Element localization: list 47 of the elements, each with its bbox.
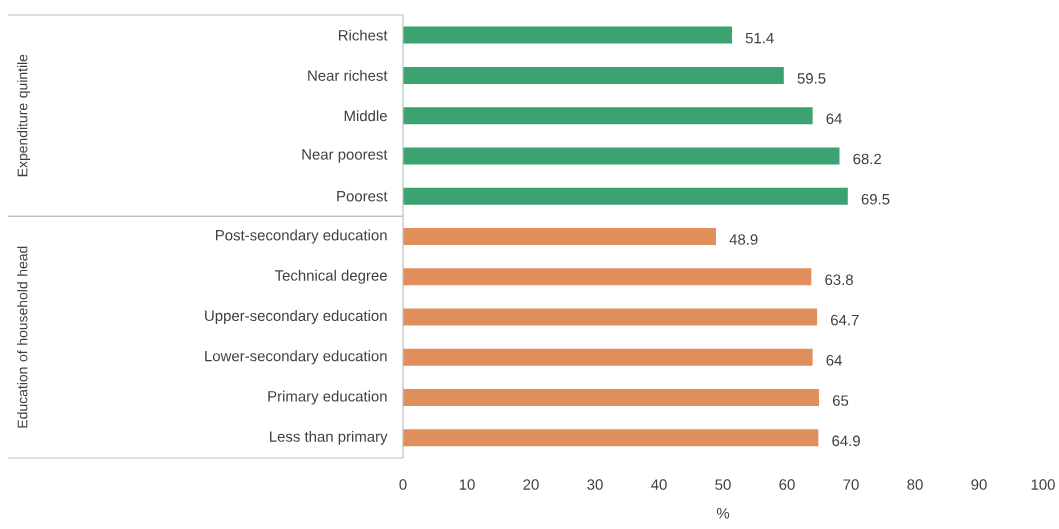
y-tick-label: Middle: [344, 110, 387, 122]
x-tick-label: 20: [523, 479, 539, 490]
x-tick-label: 10: [459, 479, 475, 490]
bar: [403, 66, 784, 84]
x-tick-label: 40: [651, 479, 667, 490]
data-label: 68.2: [853, 153, 881, 165]
data-label: 64: [826, 355, 842, 366]
y-tick-label: Poorest: [337, 191, 388, 202]
y-tick-label: Near poorest: [302, 149, 388, 163]
x-tick-label: 100: [1031, 479, 1055, 490]
x-tick-label: 90: [971, 479, 987, 490]
y-tick-label: Upper-secondary education: [205, 310, 387, 324]
bar: [403, 227, 716, 245]
data-label: 65: [832, 395, 849, 406]
x-tick-label: 50: [715, 479, 731, 490]
x-tick-label: 0: [399, 479, 407, 490]
x-tick-label: 30: [587, 479, 603, 490]
text: Education of household head: [17, 246, 28, 428]
data-label: 48.9: [729, 234, 758, 245]
data-label: 69.5: [861, 193, 890, 205]
x-axis-title: %: [716, 508, 730, 519]
y-tick-label: Post-secondary education: [216, 229, 387, 244]
bar: [403, 187, 848, 205]
x-tick-label: 70: [843, 479, 859, 490]
data-label: 64.9: [832, 435, 860, 447]
bar: [403, 389, 820, 407]
bar: [403, 26, 732, 44]
data-label: 64: [826, 113, 842, 124]
bar: [403, 107, 813, 125]
y-tick-label: Lower-secondary education: [205, 350, 387, 365]
data-label: 64.7: [831, 314, 859, 326]
data-label: 63.8: [825, 274, 853, 286]
data-label: 51.4: [745, 32, 774, 44]
y-tick-label: Richest: [338, 29, 388, 41]
y-tick-label: Near richest: [308, 69, 388, 81]
y-tick-label: Less than primary: [270, 430, 388, 445]
bar: [403, 429, 819, 447]
text: Expenditure quintile: [17, 54, 31, 177]
bar: [403, 268, 812, 286]
bar: [403, 348, 813, 366]
data-label: 59.5: [797, 73, 826, 84]
x-tick-label: 80: [907, 479, 923, 490]
bar: [403, 147, 840, 165]
y-tick-label: Technical degree: [274, 269, 387, 284]
bar: [403, 308, 818, 326]
y-tick-label: Primary education: [268, 390, 387, 405]
x-tick-label: 60: [779, 479, 795, 490]
